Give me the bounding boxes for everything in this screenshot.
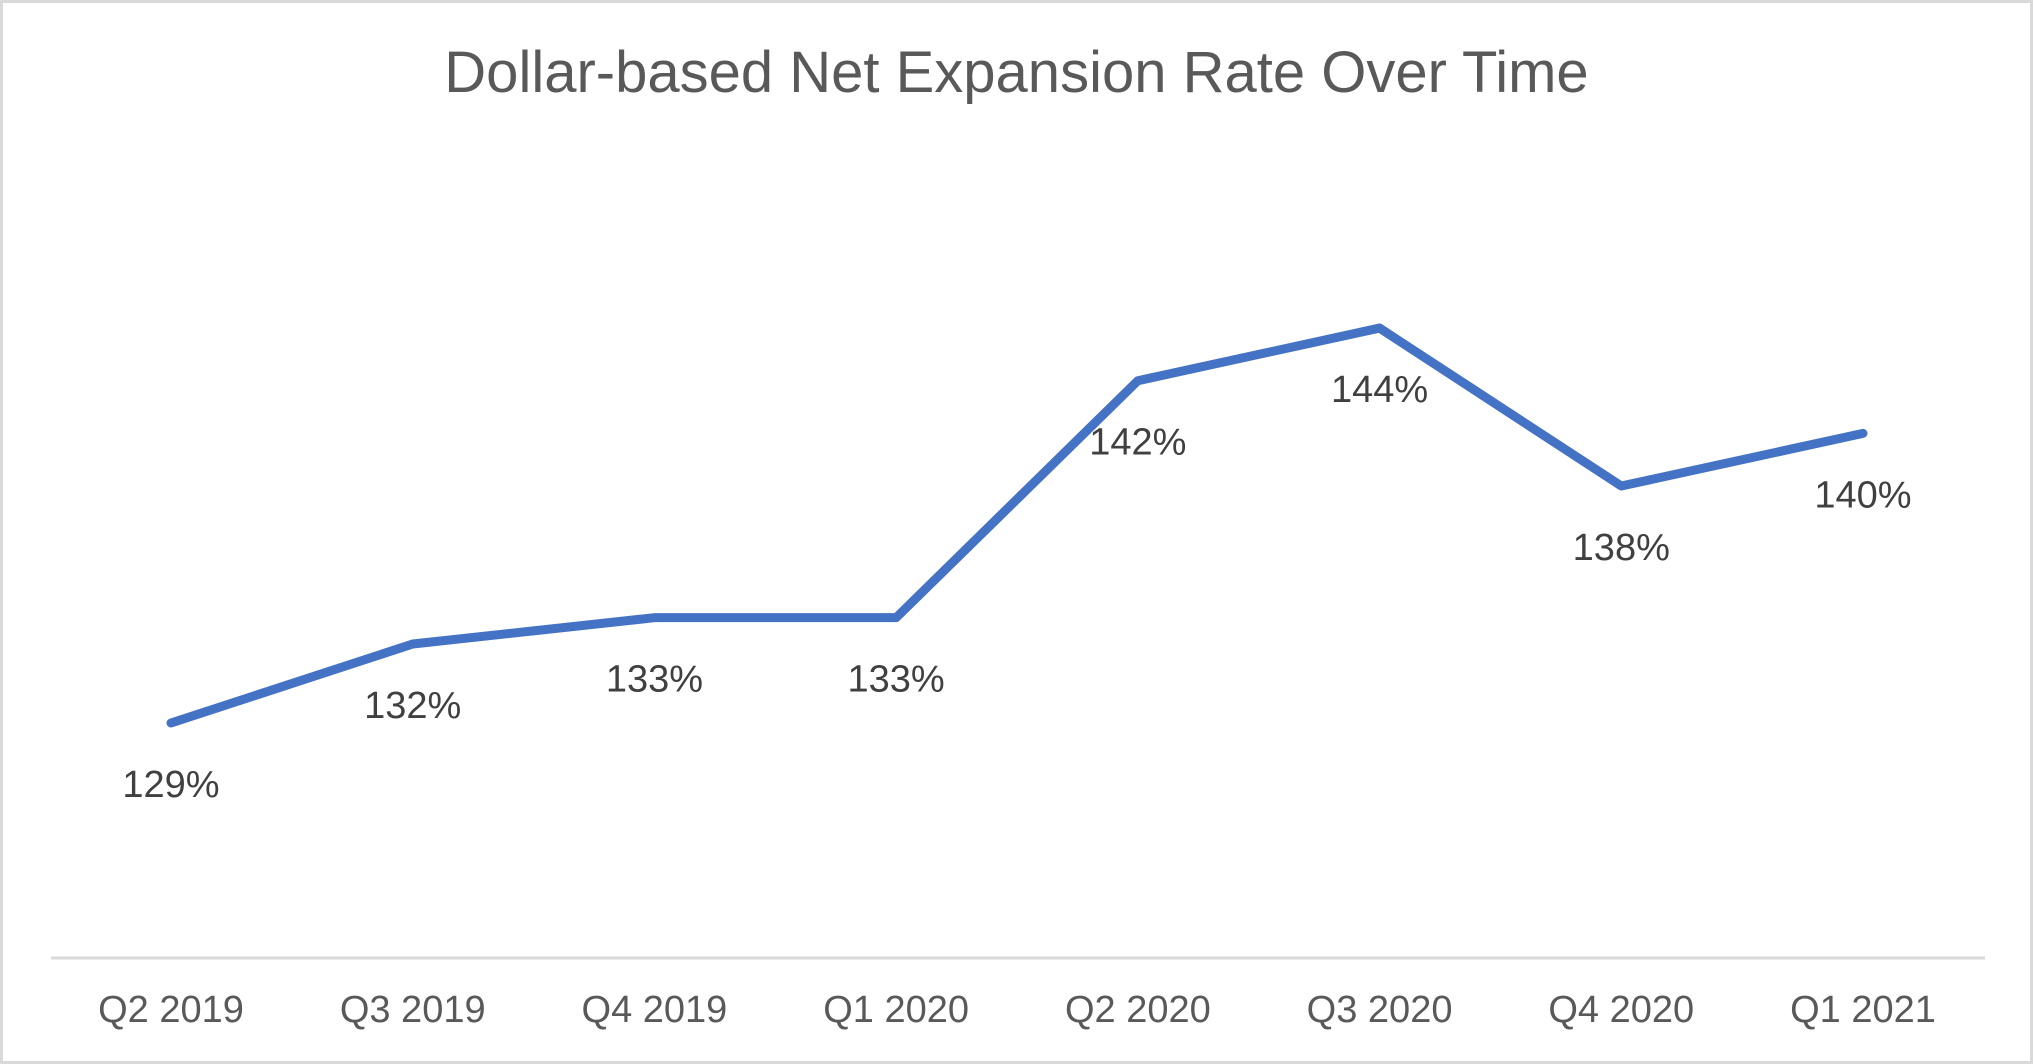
- x-axis-label-q1-2021: Q1 2021: [1790, 989, 1936, 1031]
- data-label-q2-2019: 129%: [122, 764, 219, 806]
- data-label-q3-2020: 144%: [1331, 369, 1428, 411]
- data-label-q4-2019: 133%: [606, 659, 703, 701]
- data-label-q3-2019: 132%: [364, 685, 461, 727]
- x-axis-label-q2-2020: Q2 2020: [1065, 989, 1211, 1031]
- data-label-q2-2020: 142%: [1089, 422, 1186, 464]
- net-expansion-rate-line: [166, 323, 1868, 728]
- line-chart-plot-area: 129% 132% 133% 133% 142% 144% 138% 140% Q2 2019 Q…: [51, 323, 1985, 1031]
- x-axis-label-q2-2019: Q2 2019: [98, 989, 244, 1031]
- x-axis-label-q3-2019: Q3 2019: [340, 989, 486, 1031]
- x-axis-label-q1-2020: Q1 2020: [823, 989, 969, 1031]
- x-axis-label-q4-2020: Q4 2020: [1548, 989, 1694, 1031]
- data-label-q1-2020: 133%: [848, 659, 945, 701]
- data-label-q1-2021: 140%: [1814, 474, 1911, 516]
- x-axis-label-q3-2020: Q3 2020: [1307, 989, 1453, 1031]
- data-label-q4-2020: 138%: [1573, 527, 1670, 569]
- x-axis-label-q4-2019: Q4 2019: [582, 989, 728, 1031]
- chart-title: Dollar-based Net Expansion Rate Over Tim…: [444, 40, 1589, 105]
